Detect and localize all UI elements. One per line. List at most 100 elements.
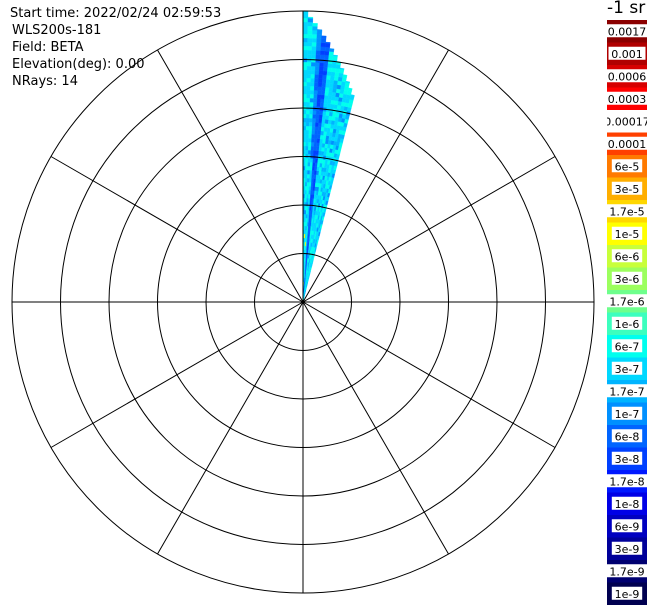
beta-data-sector	[302, 10, 355, 303]
ray-gate	[323, 62, 329, 68]
ray-gate	[312, 122, 316, 127]
field-label: Field: BETA	[12, 40, 84, 55]
colorbar-tick-bg	[611, 429, 643, 443]
ray-gate	[309, 97, 314, 103]
ray-gate	[315, 114, 320, 119]
ray-gate	[320, 98, 325, 104]
ray-gate	[315, 118, 320, 123]
colorbar-tick-bg	[611, 451, 643, 465]
ray-gate	[320, 38, 327, 44]
colorbar-tick-label: 3e-6	[615, 273, 640, 286]
ray-gate	[304, 177, 308, 183]
elevation-label: Elevation(deg): 0.00	[12, 57, 145, 72]
ray-gate	[302, 73, 308, 79]
ray-gate	[312, 34, 318, 39]
colorbar-tick-label: 1e-8	[615, 498, 640, 511]
colorbar-tick-bg	[607, 24, 647, 38]
colorbar-tick-bg	[607, 69, 647, 83]
ray-gate	[307, 21, 313, 27]
ray-gate	[305, 157, 309, 163]
ray-gate	[316, 46, 322, 51]
colorbar-tick-bg	[608, 46, 646, 60]
ray-gate	[302, 61, 308, 67]
ray-gate	[312, 118, 316, 123]
colorbar-tick-bg	[611, 249, 643, 263]
colorbar-tick-bg	[607, 114, 647, 128]
ray-gate	[307, 161, 311, 167]
ray-gate	[350, 94, 355, 97]
ray-gate	[311, 38, 317, 43]
colorbar-tick-bg	[611, 316, 643, 330]
ray-gate	[326, 71, 332, 76]
colorbar-tick-label: 1.7e-7	[609, 385, 644, 398]
ray-gate	[309, 93, 315, 99]
ray-gate	[302, 21, 309, 27]
ray-gate	[318, 118, 323, 124]
ray-gate	[306, 109, 310, 115]
ray-gate	[302, 101, 307, 107]
ray-gate	[307, 33, 313, 39]
ray-gate	[325, 87, 330, 92]
ray-gate	[325, 79, 331, 84]
colorbar-tick-label: 0.00017	[607, 115, 647, 128]
ray-gate	[322, 70, 328, 76]
ray-gate	[306, 113, 310, 119]
ray-gate	[308, 129, 313, 135]
ray-gate	[302, 49, 308, 55]
ray-gate	[311, 50, 317, 55]
ray-gate	[307, 45, 313, 51]
ray-gate	[313, 102, 318, 107]
ray-gate	[302, 109, 307, 115]
ray-gate	[305, 121, 310, 127]
ray-gate	[307, 17, 314, 23]
ray-gate	[304, 185, 308, 191]
colorbar-tick-label: 1e-9	[615, 588, 640, 601]
azimuth-spoke	[302, 301, 556, 448]
ray-gate	[305, 137, 309, 143]
colorbar-tick-label: 6e-9	[615, 520, 640, 533]
ray-gate	[311, 142, 315, 147]
ray-gate	[304, 209, 307, 215]
ray-gate	[304, 189, 308, 195]
ray-gate	[330, 75, 335, 81]
ray-gate	[306, 65, 312, 71]
ray-gate	[319, 66, 324, 72]
colorbar-tick-bg	[607, 474, 647, 488]
ray-gate	[316, 38, 322, 43]
ray-gate	[331, 67, 336, 73]
ray-gate	[311, 126, 316, 131]
ray-gate	[315, 122, 319, 127]
colorbar-tick-label: 1e-5	[615, 228, 640, 241]
ray-gate	[305, 117, 310, 123]
ray-gate	[318, 74, 324, 80]
ray-gate	[302, 17, 309, 23]
ray-gate	[311, 42, 317, 47]
ray-gate	[314, 134, 318, 139]
ray-gate	[315, 110, 320, 115]
ray-gate	[317, 29, 323, 31]
ray-gate	[319, 54, 325, 60]
colorbar-tick-bg	[611, 361, 643, 375]
ray-gate	[313, 150, 317, 155]
ray-gate	[319, 62, 325, 68]
ray-gate	[302, 33, 308, 39]
ray-gate	[323, 66, 328, 72]
ray-gate	[320, 50, 326, 56]
colorbar-tick-bg	[611, 159, 643, 173]
azimuth-spoke	[157, 301, 304, 555]
ray-gate	[302, 37, 308, 43]
ray-gate	[308, 149, 312, 155]
colorbar-tick-label: 1.7e-8	[609, 475, 644, 488]
ray-gate	[319, 110, 324, 116]
azimuth-spoke	[302, 49, 449, 303]
ray-gate	[308, 145, 312, 151]
start-time-label: Start time: 2022/02/24 02:59:53	[10, 6, 222, 21]
colorbar-tick-bg	[611, 586, 643, 600]
ray-gate	[310, 77, 315, 83]
colorbar-tick-label: 6e-7	[615, 340, 640, 353]
colorbar-tick-bg	[611, 226, 643, 240]
ray-gate	[305, 145, 309, 151]
colorbar-tick-label: 0.001	[611, 48, 643, 61]
ray-gate	[305, 169, 308, 175]
ray-gate	[321, 35, 327, 40]
